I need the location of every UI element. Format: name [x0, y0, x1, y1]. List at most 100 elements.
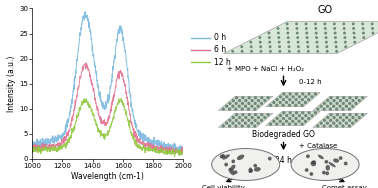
- Circle shape: [307, 155, 309, 158]
- Circle shape: [330, 97, 332, 99]
- Circle shape: [339, 157, 342, 159]
- Circle shape: [248, 119, 250, 121]
- Circle shape: [261, 114, 263, 116]
- Circle shape: [296, 112, 297, 114]
- Circle shape: [245, 105, 246, 107]
- Circle shape: [372, 32, 373, 34]
- Circle shape: [355, 114, 357, 116]
- Circle shape: [280, 115, 282, 117]
- Circle shape: [308, 112, 310, 114]
- Circle shape: [254, 114, 256, 116]
- Ellipse shape: [328, 162, 336, 167]
- Circle shape: [270, 104, 271, 106]
- Circle shape: [254, 108, 256, 110]
- Circle shape: [248, 114, 250, 116]
- Circle shape: [254, 125, 256, 127]
- Circle shape: [278, 37, 279, 38]
- Circle shape: [344, 37, 345, 38]
- Circle shape: [267, 114, 269, 116]
- Circle shape: [307, 46, 308, 48]
- Circle shape: [292, 102, 294, 103]
- Circle shape: [248, 125, 249, 127]
- Circle shape: [315, 28, 316, 29]
- Circle shape: [270, 51, 271, 52]
- Circle shape: [235, 114, 237, 116]
- Circle shape: [259, 37, 260, 38]
- Circle shape: [288, 123, 290, 125]
- Circle shape: [353, 32, 355, 34]
- Ellipse shape: [333, 158, 339, 163]
- Circle shape: [251, 105, 253, 107]
- Circle shape: [276, 118, 278, 119]
- Circle shape: [330, 125, 332, 127]
- Circle shape: [279, 51, 280, 52]
- Circle shape: [326, 172, 328, 174]
- Text: 0-12 h: 0-12 h: [299, 79, 321, 85]
- Circle shape: [352, 23, 354, 25]
- Circle shape: [308, 99, 310, 101]
- Circle shape: [280, 96, 282, 98]
- Circle shape: [362, 114, 364, 116]
- Circle shape: [349, 114, 351, 116]
- Circle shape: [343, 23, 345, 25]
- Circle shape: [229, 102, 231, 104]
- Circle shape: [336, 114, 338, 116]
- Circle shape: [288, 37, 289, 38]
- Polygon shape: [266, 93, 320, 107]
- Circle shape: [301, 104, 303, 106]
- Circle shape: [314, 93, 316, 95]
- Circle shape: [333, 122, 335, 124]
- Circle shape: [295, 104, 297, 106]
- Circle shape: [282, 104, 284, 106]
- Circle shape: [349, 97, 351, 99]
- Circle shape: [288, 104, 290, 106]
- Polygon shape: [223, 22, 378, 54]
- Circle shape: [286, 96, 288, 98]
- Circle shape: [260, 102, 262, 104]
- Circle shape: [330, 114, 332, 116]
- Text: 0 h: 0 h: [214, 33, 226, 42]
- Circle shape: [304, 102, 306, 103]
- Circle shape: [235, 102, 237, 104]
- Circle shape: [315, 23, 316, 25]
- Circle shape: [330, 102, 332, 104]
- Circle shape: [269, 41, 270, 43]
- Circle shape: [235, 125, 237, 127]
- Circle shape: [225, 163, 228, 166]
- Circle shape: [344, 162, 347, 165]
- Circle shape: [297, 41, 299, 43]
- Circle shape: [349, 125, 350, 127]
- Circle shape: [342, 102, 344, 104]
- Circle shape: [339, 122, 341, 124]
- Circle shape: [320, 122, 322, 124]
- Circle shape: [220, 155, 223, 158]
- Circle shape: [301, 123, 303, 125]
- Circle shape: [299, 96, 301, 98]
- Circle shape: [250, 170, 253, 172]
- Circle shape: [372, 28, 373, 29]
- Circle shape: [345, 41, 346, 43]
- Circle shape: [354, 41, 355, 43]
- Circle shape: [342, 119, 344, 121]
- Circle shape: [339, 100, 341, 102]
- Circle shape: [232, 160, 234, 163]
- Circle shape: [282, 99, 284, 101]
- Circle shape: [267, 97, 269, 99]
- Ellipse shape: [248, 168, 252, 173]
- Circle shape: [292, 115, 294, 117]
- Circle shape: [226, 105, 228, 107]
- Ellipse shape: [254, 167, 261, 172]
- Circle shape: [302, 99, 303, 101]
- Circle shape: [315, 32, 317, 34]
- Circle shape: [232, 51, 233, 52]
- Circle shape: [306, 32, 307, 34]
- Circle shape: [349, 119, 350, 121]
- Circle shape: [345, 46, 346, 48]
- Circle shape: [339, 105, 341, 107]
- Circle shape: [251, 100, 253, 102]
- Circle shape: [327, 51, 328, 52]
- Circle shape: [323, 171, 325, 174]
- Circle shape: [336, 102, 338, 104]
- Circle shape: [268, 157, 271, 160]
- Circle shape: [354, 37, 355, 38]
